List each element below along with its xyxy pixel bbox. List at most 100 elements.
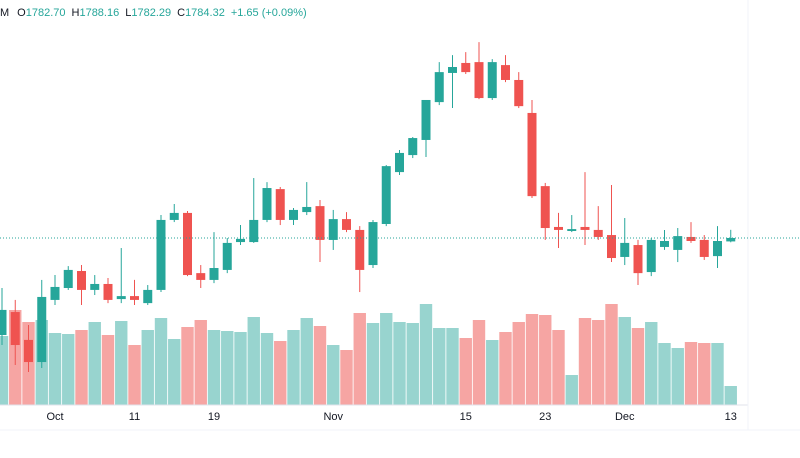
volume-bar: [128, 345, 141, 405]
close-label: C: [177, 7, 185, 19]
candle-body: [448, 67, 457, 73]
x-tick-label: 15: [460, 411, 472, 423]
candle-body: [328, 219, 338, 240]
volume-bar: [618, 317, 631, 405]
x-tick-label: 11: [129, 411, 140, 423]
volume-bar: [472, 320, 486, 405]
volume-bar: [406, 323, 419, 405]
candle-body: [607, 235, 616, 259]
volume-bar: [433, 328, 446, 405]
candle-body: [660, 241, 669, 247]
volume-bar: [234, 332, 247, 405]
candle-body: [726, 237, 736, 242]
candle-body: [103, 283, 113, 300]
volume-bar: [101, 335, 115, 405]
volume-bar: [207, 330, 221, 405]
candle-body: [567, 229, 577, 232]
candle-body: [368, 222, 378, 266]
volume-bar: [419, 304, 433, 405]
volume-bar: [499, 332, 512, 405]
candle-body: [183, 212, 192, 276]
candle-body: [527, 112, 537, 197]
candle-body: [222, 242, 232, 270]
candle-body: [355, 229, 365, 270]
candle-body: [289, 209, 298, 220]
candle-body: [77, 270, 86, 290]
volume-bar: [552, 330, 565, 405]
candle-body: [421, 99, 431, 140]
volume-bar: [194, 320, 207, 405]
volume-bar: [300, 318, 313, 405]
candle-body: [474, 62, 484, 99]
change-value: +1.65 (+0.09%): [231, 7, 307, 19]
volume-bar: [459, 338, 472, 405]
candle-body: [593, 229, 603, 237]
volume-bar: [578, 318, 592, 405]
volume-bar: [88, 322, 101, 405]
volume-bar: [525, 314, 539, 405]
volume-bar: [181, 327, 194, 405]
candle-body: [10, 312, 20, 346]
candle-body: [37, 296, 47, 363]
high-value: 1788.16: [79, 7, 119, 19]
volume-bar: [671, 348, 684, 405]
candle-body: [620, 242, 630, 257]
high-label: H: [72, 7, 80, 19]
candle-body: [209, 268, 219, 280]
low-value: 1782.29: [131, 7, 171, 19]
volume-bar: [340, 350, 353, 405]
volume-bar: [221, 331, 234, 405]
candle-body: [673, 236, 683, 250]
low-label: L: [125, 7, 131, 19]
candle-body: [342, 219, 351, 230]
candle-body: [143, 289, 153, 304]
volume-bar: [168, 339, 181, 405]
x-tick-label: Dec: [615, 411, 635, 423]
volume-bar: [141, 330, 154, 405]
candle-body: [63, 269, 73, 289]
volume-bar: [287, 330, 300, 405]
candle-body: [262, 188, 272, 220]
candle-body: [461, 62, 471, 73]
volume-bar: [684, 342, 698, 405]
volume-bar: [260, 333, 274, 405]
candle-body: [646, 239, 656, 273]
volume-bar: [711, 343, 724, 405]
volume-bar: [393, 322, 406, 405]
candle-body: [169, 212, 179, 220]
candle-body: [540, 186, 550, 229]
volume-bar: [327, 345, 340, 405]
volume-bar: [605, 304, 618, 405]
volume-bar: [724, 386, 737, 405]
candle-body: [514, 79, 524, 107]
x-tick-label: 19: [208, 411, 220, 423]
candle-body: [554, 226, 563, 230]
candle-body: [90, 283, 100, 290]
volume-bar: [274, 341, 287, 405]
candle-body: [699, 239, 709, 257]
open-value: 1782.70: [26, 7, 66, 19]
candle-body: [275, 189, 285, 220]
candle-body: [196, 273, 206, 280]
volume-bar: [512, 322, 525, 405]
volume-bar: [313, 326, 327, 405]
plot-area: [0, 42, 737, 405]
volume-bar: [486, 340, 499, 405]
candle-body: [302, 206, 312, 213]
candle-body: [24, 339, 33, 363]
volume-bar: [0, 336, 9, 405]
x-tick-label: Nov: [323, 411, 343, 423]
volume-bar: [48, 333, 62, 405]
candle-body: [116, 296, 126, 300]
volume-bar: [247, 317, 260, 405]
ohlc-legend: M O1782.70 H1788.16 L1782.29 C1784.32 +1.65 (…: [0, 7, 307, 19]
volume-bar: [154, 318, 168, 405]
x-tick-label: Oct: [46, 411, 63, 423]
volume-bar: [539, 315, 552, 405]
x-tick-label: 13: [725, 411, 737, 423]
candle-body: [686, 236, 696, 242]
candle-body: [713, 241, 722, 257]
candle-body: [50, 286, 60, 300]
volume-bar: [658, 343, 671, 405]
